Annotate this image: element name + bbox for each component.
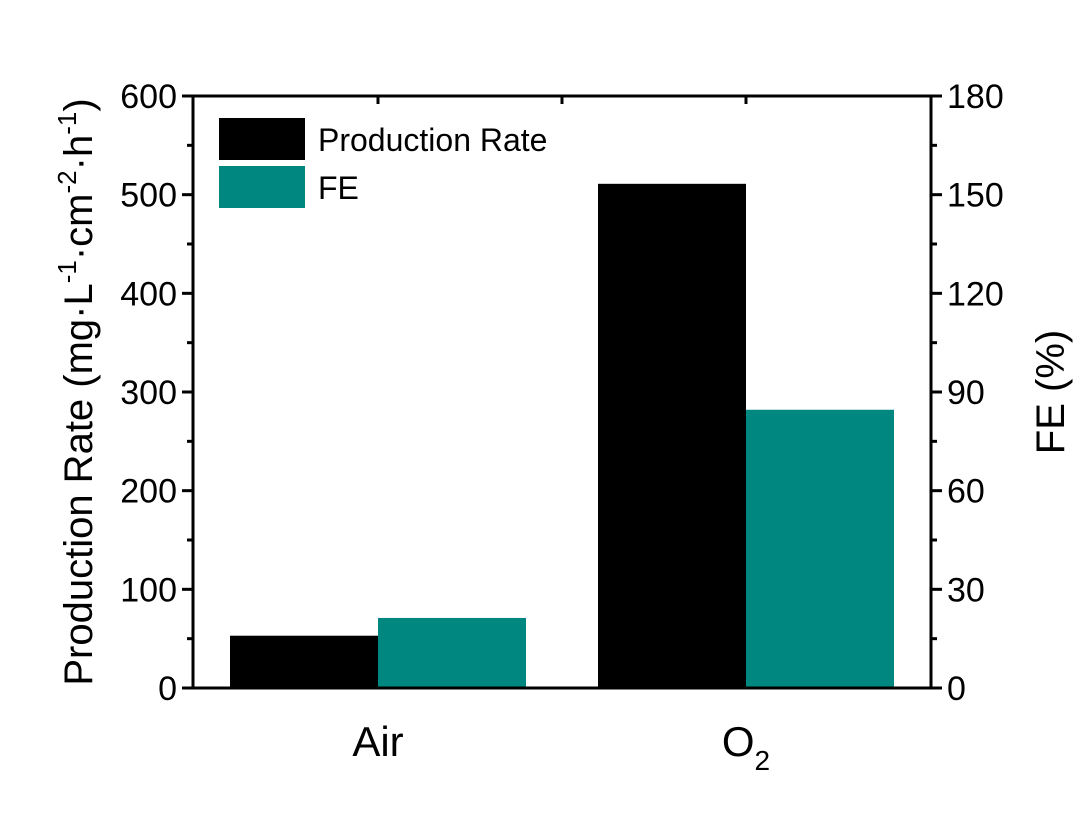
right-tick-label: 30	[947, 571, 985, 609]
category-label-air: Air	[352, 718, 403, 765]
right-tick-label: 150	[947, 177, 1004, 215]
legend-label-production-rate: Production Rate	[318, 122, 547, 158]
left-tick-label: 100	[120, 571, 177, 609]
legend-label-fe: FE	[318, 170, 359, 206]
left-tick-label: 0	[158, 670, 177, 708]
right-tick-label: 0	[947, 670, 966, 708]
bar-fe-o2	[746, 409, 894, 688]
left-tick-label: 300	[120, 374, 177, 412]
bar-production-rate-o2	[598, 183, 746, 688]
left-tick-label: 500	[120, 177, 177, 215]
legend-swatch-fe	[219, 166, 305, 208]
left-tick-label: 400	[120, 275, 177, 313]
legend: Production Rate FE	[219, 118, 547, 208]
bars-layer	[230, 183, 894, 688]
right-tick-label: 90	[947, 374, 985, 412]
y-axis-left-title: Production Rate (mg·L-1·cm-2·h-1)	[52, 98, 101, 685]
right-tick-label: 180	[947, 78, 1004, 116]
right-tick-label: 120	[947, 275, 1004, 313]
legend-swatch-production-rate	[219, 118, 305, 160]
left-tick-label: 200	[120, 473, 177, 511]
bar-fe-air	[378, 617, 526, 688]
category-label-o2: O2	[722, 718, 770, 776]
axis-titles: Production Rate (mg·L-1·cm-2·h-1) FE (%)	[52, 98, 1073, 685]
right-tick-label: 60	[947, 473, 985, 511]
ticks-layer: 0 100 200 300 400 500 600 0 30 60 90 120 150 180	[120, 78, 1003, 708]
category-labels: Air O2	[352, 718, 770, 776]
left-tick-label: 600	[120, 78, 177, 116]
y-axis-right-title: FE (%)	[1029, 330, 1073, 454]
bar-production-rate-air	[230, 635, 378, 688]
